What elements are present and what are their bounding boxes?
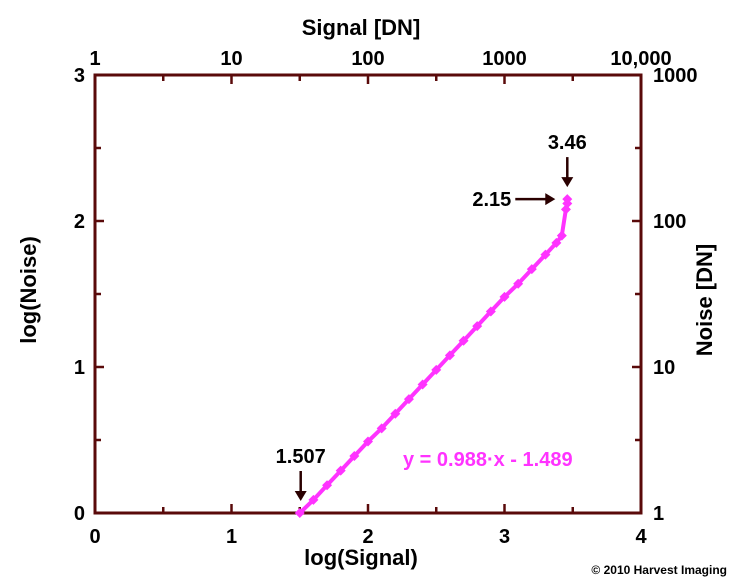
data-point: [499, 291, 510, 302]
data-point: [322, 480, 333, 491]
fit-equation: y = 0.988·x - 1.489: [403, 449, 573, 471]
data-point: [294, 508, 305, 518]
data-point: [551, 237, 562, 248]
y2-axis-title: Noise [DN]: [692, 244, 717, 356]
annotation-arrow-head: [561, 177, 574, 188]
x-axis-title: log(Signal): [304, 545, 418, 570]
x2-axis-title: Signal [DN]: [302, 15, 421, 40]
data-point: [376, 423, 387, 434]
y2-tick-label: 10: [653, 357, 675, 379]
data-point: [444, 350, 455, 361]
y-tick-label: 0: [74, 503, 85, 525]
x2-tick-label: 100: [351, 48, 384, 70]
data-point: [308, 494, 319, 505]
data-point: [417, 379, 428, 390]
x-tick-label: 4: [635, 526, 647, 548]
annotation-arrow-head: [294, 491, 307, 501]
data-point: [540, 249, 551, 260]
annotation-label: 2.15: [472, 189, 511, 211]
copyright-notice: © 2010 Harvest Imaging: [591, 563, 727, 577]
data-point: [485, 306, 496, 317]
data-point: [556, 230, 567, 241]
annotation-label: 3.46: [548, 132, 587, 154]
data-point: [335, 465, 346, 476]
annotations: 1.507 3.46 2.15: [276, 132, 587, 501]
x2-tick-label: 10: [220, 48, 242, 70]
data-point: [458, 335, 469, 346]
y2-tick-label: 1000: [653, 65, 698, 87]
annotation-arrow-head: [545, 193, 556, 206]
data-point: [472, 321, 483, 332]
annotation-label: 1.507: [276, 446, 326, 468]
y-tick-label: 2: [74, 211, 85, 233]
x2-tick-label: 10,000: [610, 48, 671, 70]
y2-tick-label: 100: [653, 211, 686, 233]
data-point: [513, 278, 524, 289]
x-tick-label: 1: [226, 526, 237, 548]
tick-marks: [93, 73, 643, 515]
x2-tick-label: 1000: [482, 48, 527, 70]
x-tick-label: 3: [499, 526, 510, 548]
x2-tick-label: 1: [89, 48, 100, 70]
data-point: [526, 264, 537, 275]
y-tick-label: 1: [74, 357, 85, 379]
data-point: [562, 194, 573, 205]
y-axis-title: log(Noise): [16, 236, 41, 344]
data-point: [349, 451, 360, 462]
y-tick-label: 3: [74, 65, 85, 87]
data-point: [363, 436, 373, 447]
data-point: [431, 364, 442, 375]
series-group: [294, 194, 573, 518]
y2-tick-label: 1: [653, 503, 664, 525]
data-point: [390, 408, 401, 419]
x-tick-label: 2: [362, 526, 373, 548]
x-tick-label: 0: [89, 526, 100, 548]
data-point: [403, 394, 414, 405]
